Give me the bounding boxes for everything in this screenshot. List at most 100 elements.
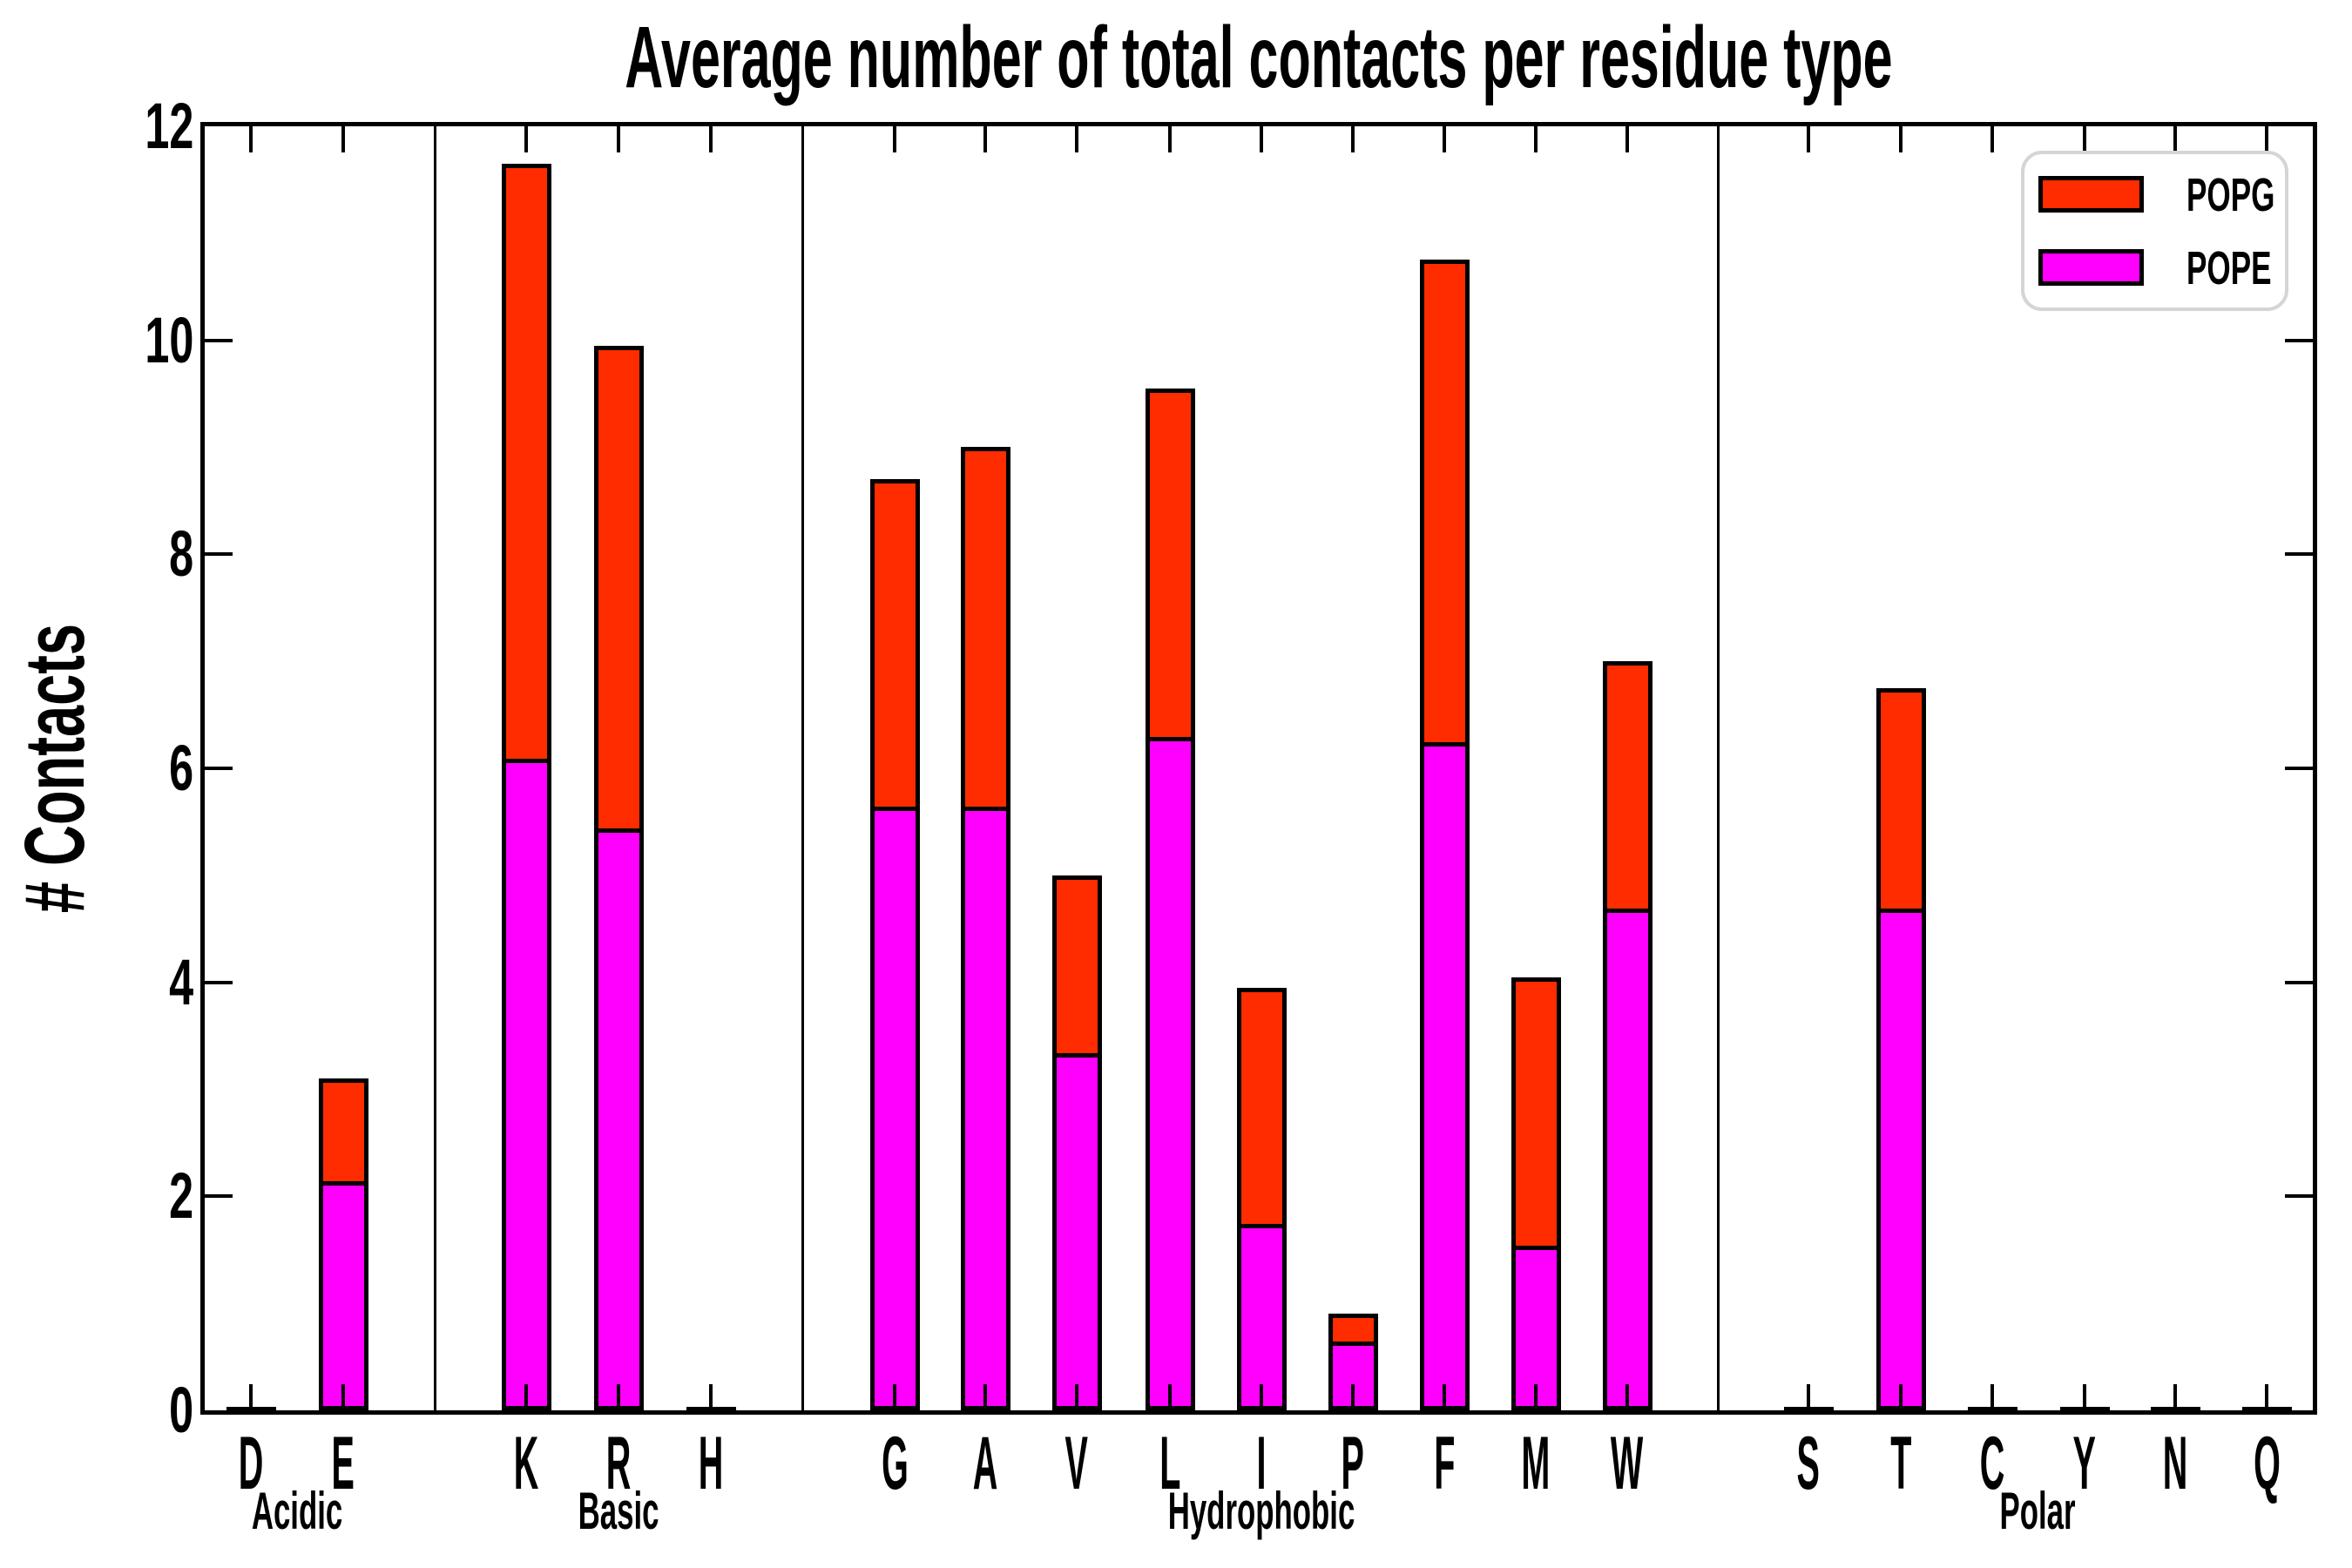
- legend-row-pope: POPE: [2024, 242, 2285, 294]
- x-tick-top-L: [1168, 126, 1172, 152]
- plot-area: [200, 122, 2317, 1415]
- category-label-N: N: [2162, 1422, 2188, 1505]
- x-tick-bottom-Y: [2083, 1384, 2086, 1410]
- bar-P-popg: [1328, 1314, 1378, 1346]
- legend: POPG POPE: [2021, 151, 2288, 311]
- plot-inner: [205, 126, 2313, 1410]
- x-tick-bottom-D: [249, 1384, 253, 1410]
- group-label-polar: Polar: [1999, 1482, 2076, 1540]
- category-label-D: D: [238, 1422, 264, 1505]
- group-label-hydrophobic: Hydrophobic: [1167, 1482, 1355, 1540]
- category-label-F: F: [1433, 1422, 1456, 1505]
- category-label-A: A: [972, 1422, 998, 1505]
- category-label-E: E: [331, 1422, 355, 1505]
- x-tick-bottom-P: [1351, 1384, 1355, 1410]
- x-tick-bottom-S: [1807, 1384, 1810, 1410]
- x-tick-top-I: [1260, 126, 1263, 152]
- bar-R-popg: [593, 346, 644, 833]
- group-divider: [433, 126, 436, 1410]
- bar-V-popg: [1051, 875, 1102, 1058]
- x-tick-top-E: [341, 126, 345, 152]
- x-tick-top-W: [1625, 126, 1629, 152]
- bar-K-popg: [501, 164, 551, 763]
- x-tick-top-T: [1899, 126, 1903, 152]
- category-label-Q: Q: [2253, 1422, 2281, 1505]
- legend-label-popg: POPG: [2186, 169, 2275, 221]
- x-tick-top-R: [617, 126, 620, 152]
- group-label-basic: Basic: [578, 1482, 659, 1540]
- x-tick-bottom-N: [2173, 1384, 2177, 1410]
- bar-K-pope: [501, 763, 551, 1410]
- bar-E-popg: [318, 1078, 368, 1186]
- x-tick-top-Q: [2265, 126, 2268, 152]
- y-tick-label-0: 0: [169, 1374, 193, 1446]
- y-tick-right: [2285, 980, 2313, 984]
- x-tick-bottom-V: [1075, 1384, 1078, 1410]
- bar-I-popg: [1236, 988, 1287, 1228]
- x-tick-bottom-I: [1260, 1384, 1263, 1410]
- category-label-H: H: [698, 1422, 724, 1505]
- y-tick-label-8: 8: [169, 517, 193, 591]
- bar-A-pope: [960, 811, 1010, 1410]
- x-tick-bottom-T: [1899, 1384, 1903, 1410]
- popg-color-swatch: [2038, 176, 2144, 213]
- x-tick-top-S: [1807, 126, 1810, 152]
- y-tick-right: [2285, 338, 2313, 342]
- x-tick-bottom-R: [617, 1384, 620, 1410]
- x-tick-bottom-E: [341, 1384, 345, 1410]
- bar-F-popg: [1419, 260, 1470, 747]
- x-tick-bottom-K: [524, 1384, 528, 1410]
- category-label-Y: Y: [2072, 1422, 2097, 1505]
- category-label-T: T: [1889, 1422, 1912, 1505]
- bar-G-pope: [869, 811, 920, 1410]
- bar-E-pope: [318, 1186, 368, 1410]
- group-divider: [801, 126, 804, 1410]
- category-label-V: V: [1064, 1422, 1089, 1505]
- y-tick-label-4: 4: [169, 945, 193, 1018]
- x-tick-top-C: [1990, 126, 1994, 152]
- bar-R-pope: [593, 833, 644, 1410]
- x-tick-top-A: [983, 126, 987, 152]
- x-tick-bottom-C: [1990, 1384, 1994, 1410]
- bar-F-pope: [1419, 747, 1470, 1410]
- x-tick-bottom-W: [1625, 1384, 1629, 1410]
- category-label-W: W: [1611, 1422, 1644, 1505]
- group-label-acidic: Acidic: [251, 1482, 343, 1540]
- category-label-S: S: [1796, 1422, 1821, 1505]
- x-tick-bottom-A: [983, 1384, 987, 1410]
- bar-I-pope: [1236, 1228, 1287, 1410]
- y-tick-left: [205, 767, 233, 770]
- y-tick-label-2: 2: [169, 1159, 193, 1233]
- category-label-R: R: [605, 1422, 632, 1505]
- x-tick-top-D: [249, 126, 253, 152]
- bar-G-popg: [869, 479, 920, 811]
- category-label-M: M: [1521, 1422, 1551, 1505]
- x-tick-top-M: [1534, 126, 1538, 152]
- category-label-G: G: [881, 1422, 909, 1505]
- chart-title: Average number of total contacts per res…: [625, 9, 1893, 106]
- y-tick-label-12: 12: [145, 90, 193, 162]
- bar-W-popg: [1602, 661, 1652, 913]
- x-tick-bottom-G: [893, 1384, 896, 1410]
- y-tick-right: [2285, 1194, 2313, 1199]
- x-tick-top-N: [2173, 126, 2177, 152]
- group-divider: [1716, 126, 1720, 1410]
- bar-T-pope: [1876, 913, 1926, 1410]
- bar-M-popg: [1511, 977, 1561, 1250]
- x-tick-top-K: [524, 126, 528, 152]
- x-tick-top-V: [1075, 126, 1078, 152]
- x-tick-bottom-M: [1534, 1384, 1538, 1410]
- legend-label-pope: POPE: [2186, 242, 2272, 294]
- x-tick-bottom-L: [1168, 1384, 1172, 1410]
- bar-V-pope: [1051, 1058, 1102, 1410]
- bar-M-pope: [1511, 1250, 1561, 1410]
- x-tick-bottom-H: [709, 1384, 713, 1410]
- x-tick-top-G: [893, 126, 896, 152]
- y-tick-right: [2285, 767, 2313, 770]
- category-label-P: P: [1341, 1422, 1365, 1505]
- y-tick-left: [205, 552, 233, 557]
- pope-color-swatch: [2038, 249, 2144, 286]
- bar-L-pope: [1145, 741, 1195, 1410]
- category-label-L: L: [1159, 1422, 1181, 1505]
